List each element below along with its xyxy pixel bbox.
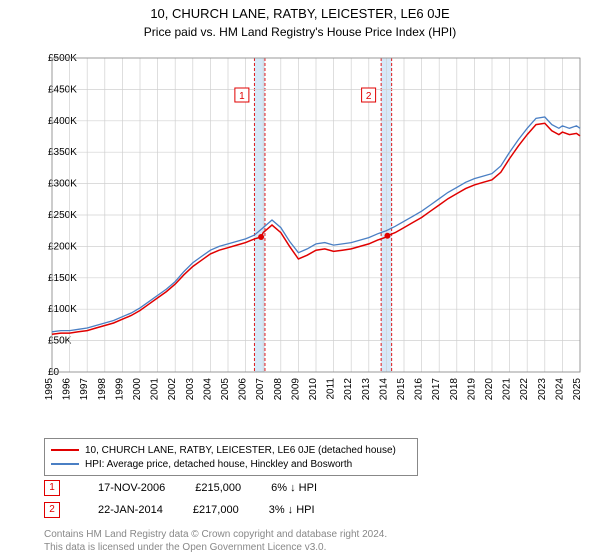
svg-text:2015: 2015 — [396, 378, 407, 401]
svg-text:2025: 2025 — [572, 378, 583, 401]
chart-subtitle: Price paid vs. HM Land Registry's House … — [0, 21, 600, 39]
chart-container: 10, CHURCH LANE, RATBY, LEICESTER, LE6 0… — [0, 0, 600, 560]
svg-text:2023: 2023 — [537, 378, 548, 401]
sale-marker-icon: 1 — [44, 480, 60, 496]
svg-text:2016: 2016 — [414, 378, 425, 401]
footer-line: This data is licensed under the Open Gov… — [44, 541, 387, 554]
svg-text:1997: 1997 — [79, 378, 90, 401]
svg-text:2021: 2021 — [502, 378, 513, 401]
svg-text:2001: 2001 — [150, 378, 161, 401]
line-chart: £0£50K£100K£150K£200K£250K£300K£350K£400… — [44, 52, 586, 422]
svg-text:2017: 2017 — [431, 378, 442, 401]
legend-label: HPI: Average price, detached house, Hinc… — [85, 459, 352, 470]
footer-line: Contains HM Land Registry data © Crown c… — [44, 528, 387, 541]
sale-price: £215,000 — [195, 482, 241, 494]
svg-text:2024: 2024 — [554, 378, 565, 401]
svg-text:1: 1 — [239, 91, 245, 102]
svg-text:1995: 1995 — [44, 378, 55, 401]
sale-marker-box: 1 — [44, 480, 68, 496]
svg-text:2007: 2007 — [255, 378, 266, 401]
legend-item: HPI: Average price, detached house, Hinc… — [51, 457, 411, 471]
sale-vs-hpi: 3% ↓ HPI — [269, 504, 315, 516]
svg-text:2005: 2005 — [220, 378, 231, 401]
svg-text:2020: 2020 — [484, 378, 495, 401]
svg-text:1999: 1999 — [114, 378, 125, 401]
legend-swatch — [51, 463, 79, 465]
sale-marker-icon: 2 — [44, 502, 60, 518]
sale-row: 2 22-JAN-2014 £217,000 3% ↓ HPI — [44, 502, 315, 518]
legend-label: 10, CHURCH LANE, RATBY, LEICESTER, LE6 0… — [85, 445, 396, 456]
svg-text:2: 2 — [366, 91, 372, 102]
sale-marker-box: 2 — [44, 502, 68, 518]
svg-text:£50K: £50K — [48, 336, 72, 347]
svg-text:2012: 2012 — [343, 378, 354, 401]
svg-text:2010: 2010 — [308, 378, 319, 401]
svg-text:2011: 2011 — [326, 378, 337, 400]
legend-swatch — [51, 449, 79, 451]
svg-text:2014: 2014 — [378, 378, 389, 401]
svg-text:2009: 2009 — [290, 378, 301, 401]
svg-text:2013: 2013 — [361, 378, 372, 401]
legend-item: 10, CHURCH LANE, RATBY, LEICESTER, LE6 0… — [51, 443, 411, 457]
svg-text:£0: £0 — [48, 367, 60, 378]
legend: 10, CHURCH LANE, RATBY, LEICESTER, LE6 0… — [44, 438, 418, 476]
svg-text:2004: 2004 — [202, 378, 213, 401]
sale-date: 22-JAN-2014 — [98, 504, 163, 516]
svg-text:2022: 2022 — [519, 378, 530, 401]
sale-row: 1 17-NOV-2006 £215,000 6% ↓ HPI — [44, 480, 317, 496]
sale-price: £217,000 — [193, 504, 239, 516]
svg-text:2006: 2006 — [238, 378, 249, 401]
chart-title: 10, CHURCH LANE, RATBY, LEICESTER, LE6 0… — [0, 0, 600, 21]
svg-text:2019: 2019 — [466, 378, 477, 401]
svg-text:2003: 2003 — [185, 378, 196, 401]
sale-vs-hpi: 6% ↓ HPI — [271, 482, 317, 494]
svg-text:2008: 2008 — [273, 378, 284, 401]
svg-text:2018: 2018 — [449, 378, 460, 401]
svg-text:2002: 2002 — [167, 378, 178, 401]
svg-text:1998: 1998 — [97, 378, 108, 401]
svg-text:2000: 2000 — [132, 378, 143, 401]
svg-text:1996: 1996 — [62, 378, 73, 401]
sale-date: 17-NOV-2006 — [98, 482, 165, 494]
footer-attribution: Contains HM Land Registry data © Crown c… — [44, 528, 387, 554]
